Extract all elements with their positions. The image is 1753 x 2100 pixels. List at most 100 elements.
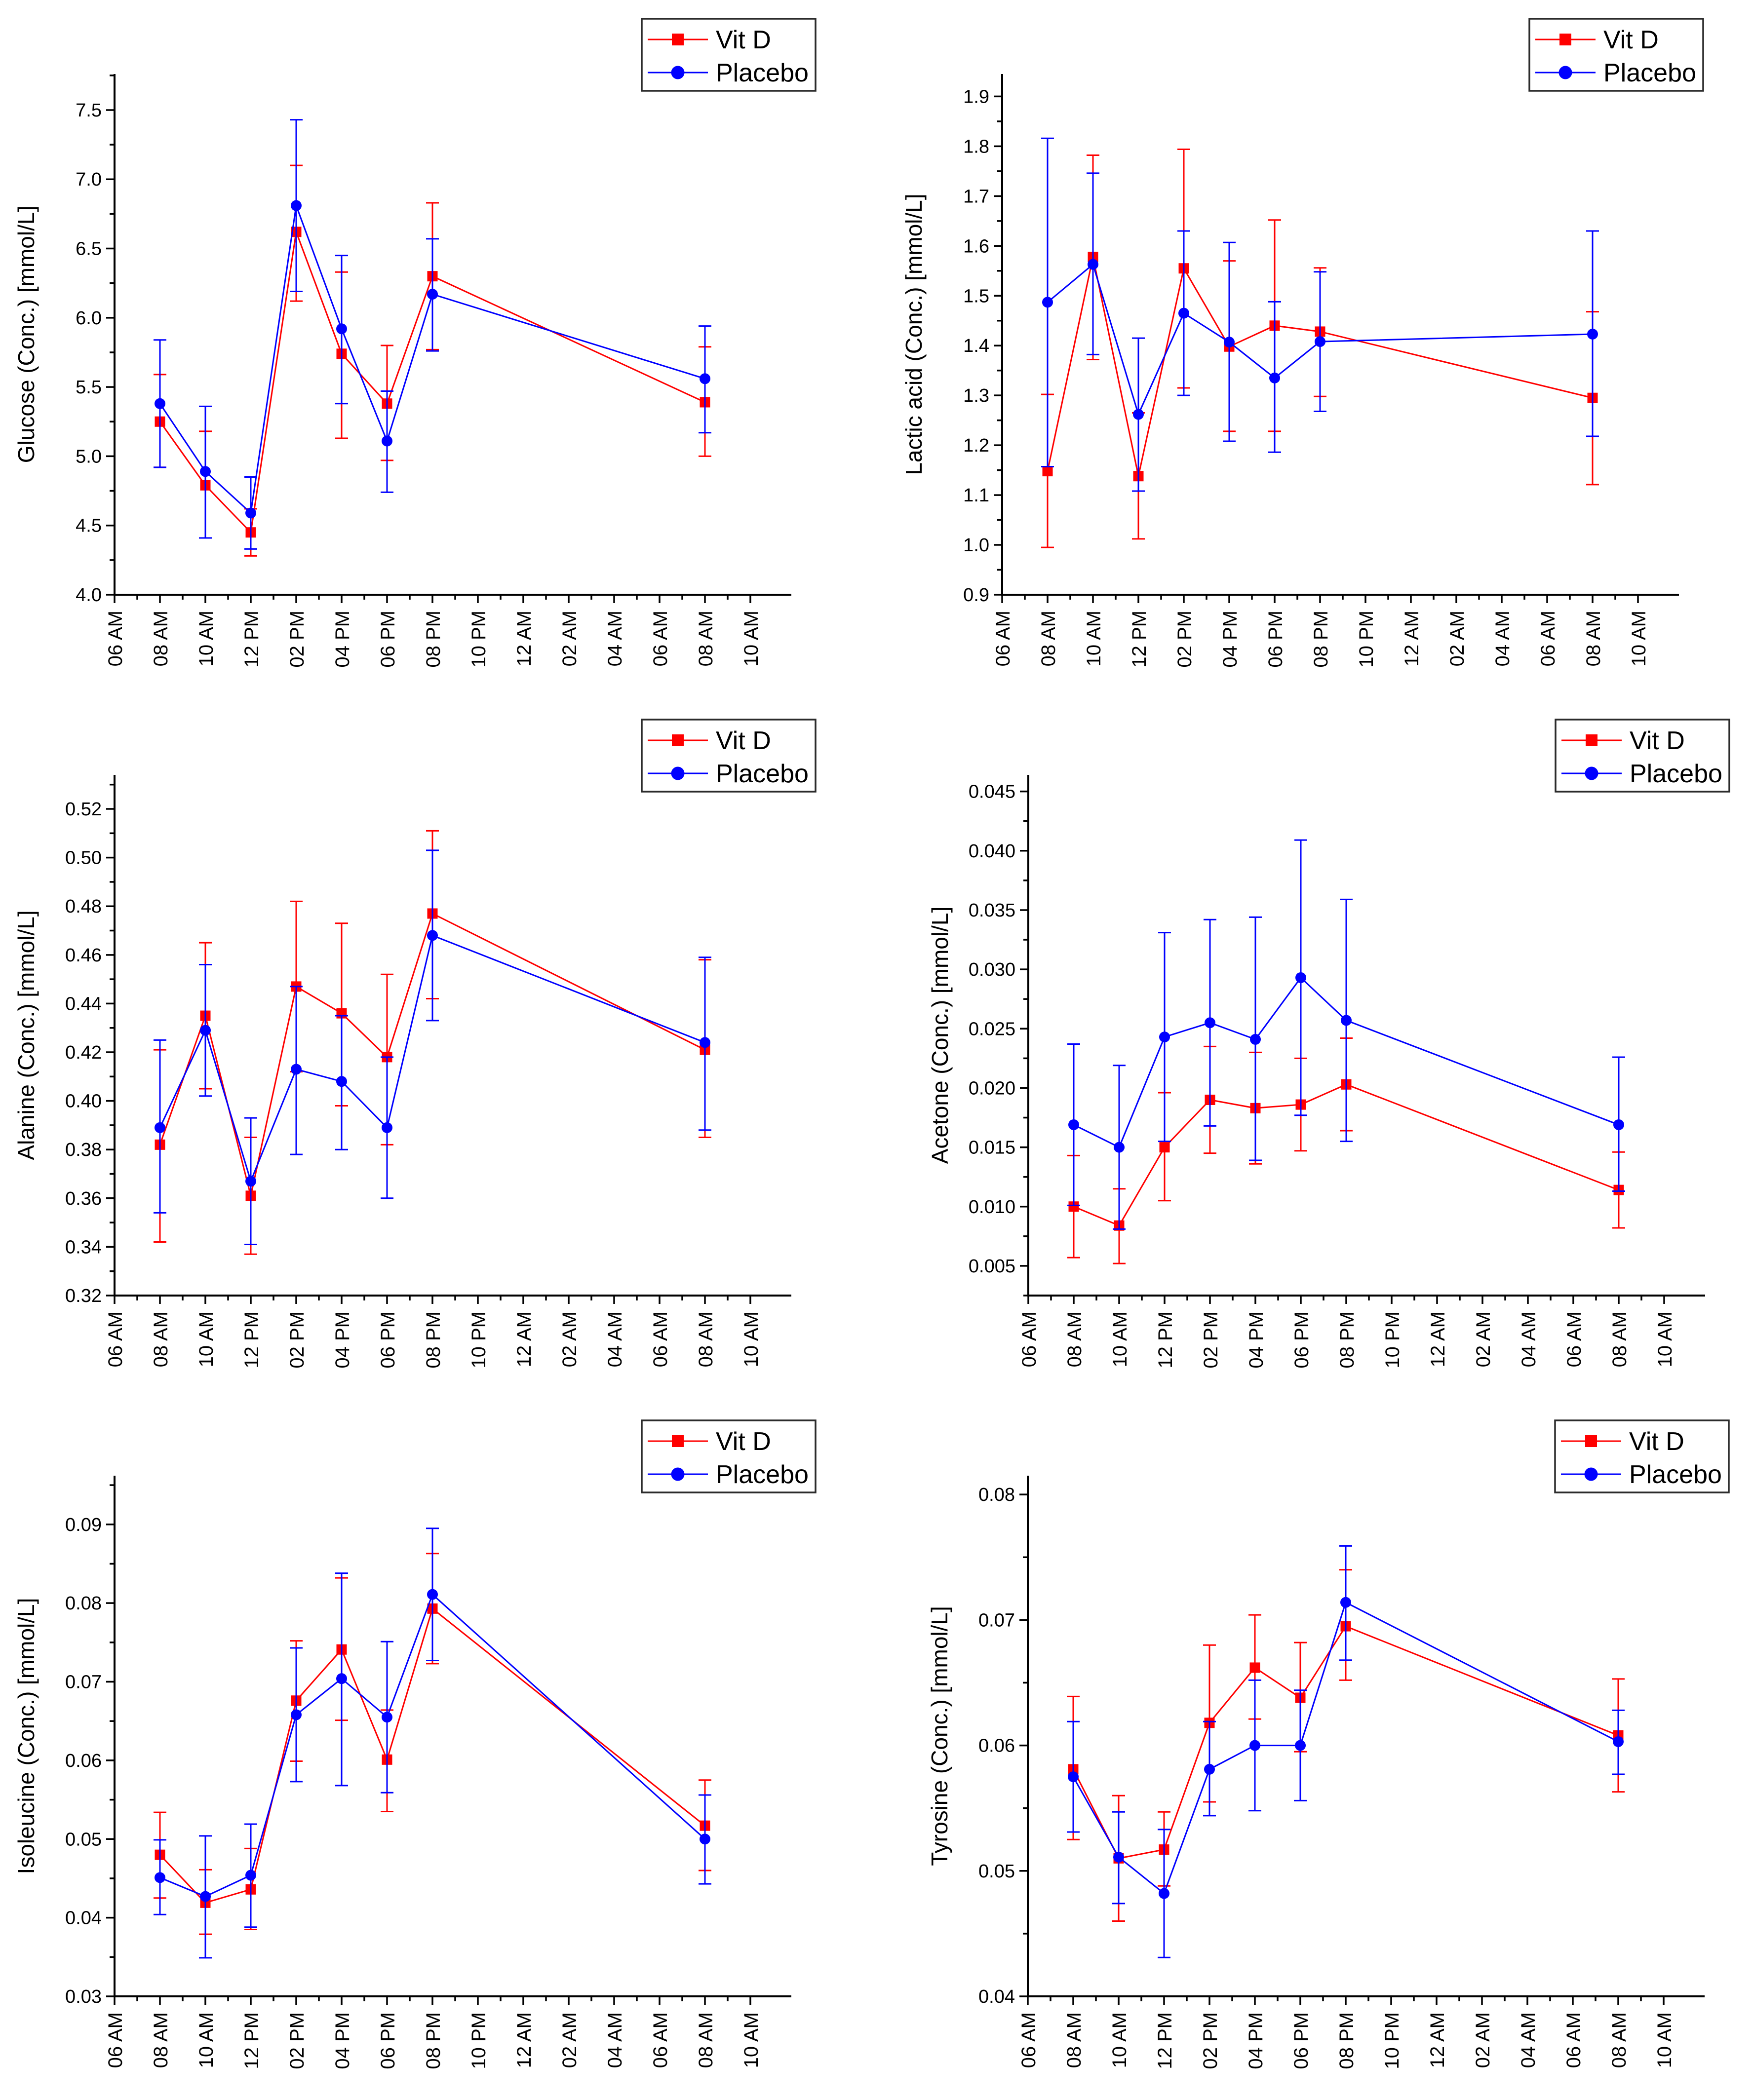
x-tick-label: 04 AM <box>604 611 626 666</box>
legend-marker-circle <box>671 1467 685 1481</box>
x-tick-label: 06 AM <box>650 1311 671 1367</box>
legend-label: Vit D <box>1630 726 1685 755</box>
y-tick-label: 1.4 <box>963 336 989 356</box>
x-tick-label: 12 AM <box>513 611 535 666</box>
series-placebo <box>1041 137 1599 492</box>
x-tick-label: 02 AM <box>1446 611 1468 666</box>
legend-label: Vit D <box>716 26 771 54</box>
data-point-marker <box>427 1589 438 1600</box>
x-tick-label: 06 AM <box>1537 611 1559 666</box>
legend-marker-square <box>1585 1435 1597 1447</box>
series-line <box>159 205 705 515</box>
data-point-marker <box>1613 1119 1624 1130</box>
series-line <box>159 1607 705 1904</box>
y-tick-label: 0.32 <box>65 1286 102 1306</box>
series-line <box>1047 263 1593 417</box>
y-axis-title: Alanine (Conc.) [mmol/L] <box>13 910 39 1160</box>
data-point-marker <box>700 1833 710 1845</box>
panel-glucose: 4.0 4.5 5.0 5.5 6.0 6.5 7.0 7.5 06 AM 08 AM 10 AM 1… <box>0 0 876 698</box>
x-tick-label: 08 PM <box>1336 2012 1358 2069</box>
legend-label: Placebo <box>716 1460 809 1489</box>
x-tick-label: 02 AM <box>559 1311 581 1367</box>
y-tick-label: 0.05 <box>978 1861 1015 1882</box>
legend-marker-circle <box>671 766 685 780</box>
y-tick-label: 4.0 <box>76 585 102 606</box>
y-tick-label: 0.030 <box>969 959 1015 980</box>
chart-acetone: 0.005 0.010 0.015 0.020 0.025 0.030 0.035 0.040… <box>877 701 1753 1399</box>
x-tick-label: 06 AM <box>650 611 671 666</box>
y-tick-label: 0.04 <box>65 1908 102 1929</box>
legend: Vit D Placebo <box>1554 1419 1730 1493</box>
chart-alanine: 0.32 0.34 0.36 0.38 0.40 0.42 0.44 0.46 0.48 0.50… <box>0 701 876 1399</box>
x-tick-label: 06 AM <box>992 611 1014 666</box>
x-tick-label: 08 AM <box>1064 1311 1086 1367</box>
data-point-marker <box>155 398 165 409</box>
y-tick-label: 0.48 <box>65 896 102 917</box>
legend: Vit D Placebo <box>641 1419 817 1493</box>
plot-background <box>877 701 1753 1399</box>
x-tick-label: 10 AM <box>195 611 217 666</box>
x-tick-label: 10 AM <box>1654 2012 1675 2068</box>
x-tick-label: 12 PM <box>241 1311 263 1369</box>
data-point-marker <box>336 1076 347 1087</box>
data-point-marker <box>1613 1736 1624 1747</box>
x-tick-label: 08 AM <box>1583 611 1604 666</box>
x-tick-label: 10 AM <box>1083 611 1105 666</box>
x-tick-label: 06 PM <box>377 2012 399 2069</box>
legend-label: Placebo <box>1630 760 1722 788</box>
y-tick-label: 0.05 <box>65 1829 102 1850</box>
data-point-marker <box>1341 1015 1352 1026</box>
plot-background <box>0 701 876 1399</box>
y-axis-title: Tyrosine (Conc.) [mmol/L] <box>927 1606 952 1866</box>
y-tick-label: 0.020 <box>969 1078 1015 1099</box>
y-tick-label: 0.045 <box>969 782 1015 802</box>
y-tick-label: 0.34 <box>65 1237 102 1258</box>
x-tick-label: 02 AM <box>1472 2012 1494 2068</box>
plot-background <box>877 0 1753 698</box>
y-axis-title: Lactic acid (Conc.) [mmol/L] <box>901 193 927 475</box>
x-tick-label: 10 AM <box>1654 1311 1676 1367</box>
legend-label: Vit D <box>1629 1427 1684 1456</box>
x-tick-label: 10 AM <box>1628 611 1650 666</box>
y-tick-label: 4.5 <box>76 516 102 536</box>
legend-box <box>1554 1419 1730 1493</box>
x-tick-label: 12 PM <box>1155 1311 1176 1369</box>
x-tick-label: 10 AM <box>1109 1311 1131 1367</box>
y-tick-label: 0.44 <box>65 993 102 1014</box>
x-tick-label: 10 AM <box>740 611 762 666</box>
y-tick-label: 0.005 <box>969 1256 1015 1277</box>
y-tick-label: 0.025 <box>969 1019 1015 1039</box>
data-point-marker <box>245 1870 256 1881</box>
x-tick-label: 04 AM <box>1518 1311 1540 1367</box>
legend-marker-square <box>672 34 684 45</box>
y-tick-label: 5.5 <box>76 377 102 398</box>
data-point-marker <box>291 1064 302 1075</box>
data-point-marker <box>382 1712 392 1723</box>
legend-marker-circle <box>1558 66 1572 79</box>
data-point-marker <box>1249 1662 1260 1673</box>
data-point-marker <box>427 930 438 941</box>
x-tick-label: 04 PM <box>1246 1311 1267 1369</box>
x-tick-label: 02 AM <box>559 2012 581 2068</box>
data-point-marker <box>291 1709 302 1720</box>
chart-glucose: 4.0 4.5 5.0 5.5 6.0 6.5 7.0 7.5 06 AM 08 AM 10 AM 1… <box>0 0 876 698</box>
legend: Vit D Placebo <box>641 18 817 92</box>
data-point-marker <box>1295 972 1306 983</box>
data-point-marker <box>1133 409 1144 420</box>
data-point-marker <box>1042 297 1053 308</box>
data-point-marker <box>1315 336 1325 347</box>
x-tick-label: 10 AM <box>195 1311 217 1367</box>
panel-tyrosine: 0.04 0.05 0.06 0.07 0.08 06 AM 08 AM 10 AM 12 PM… <box>877 1402 1753 2100</box>
y-tick-label: 0.07 <box>978 1610 1015 1631</box>
data-point-marker <box>1340 1597 1351 1608</box>
legend-label: Vit D <box>716 726 771 755</box>
x-tick-label: 06 AM <box>105 611 126 666</box>
x-tick-label: 12 AM <box>513 1311 535 1367</box>
x-tick-label: 04 AM <box>604 2012 626 2068</box>
x-tick-label: 06 AM <box>1563 2012 1585 2068</box>
x-tick-label: 06 PM <box>1291 1311 1313 1369</box>
y-tick-label: 0.035 <box>969 900 1015 921</box>
legend-box <box>641 18 817 92</box>
series-line <box>1072 1625 1619 1860</box>
